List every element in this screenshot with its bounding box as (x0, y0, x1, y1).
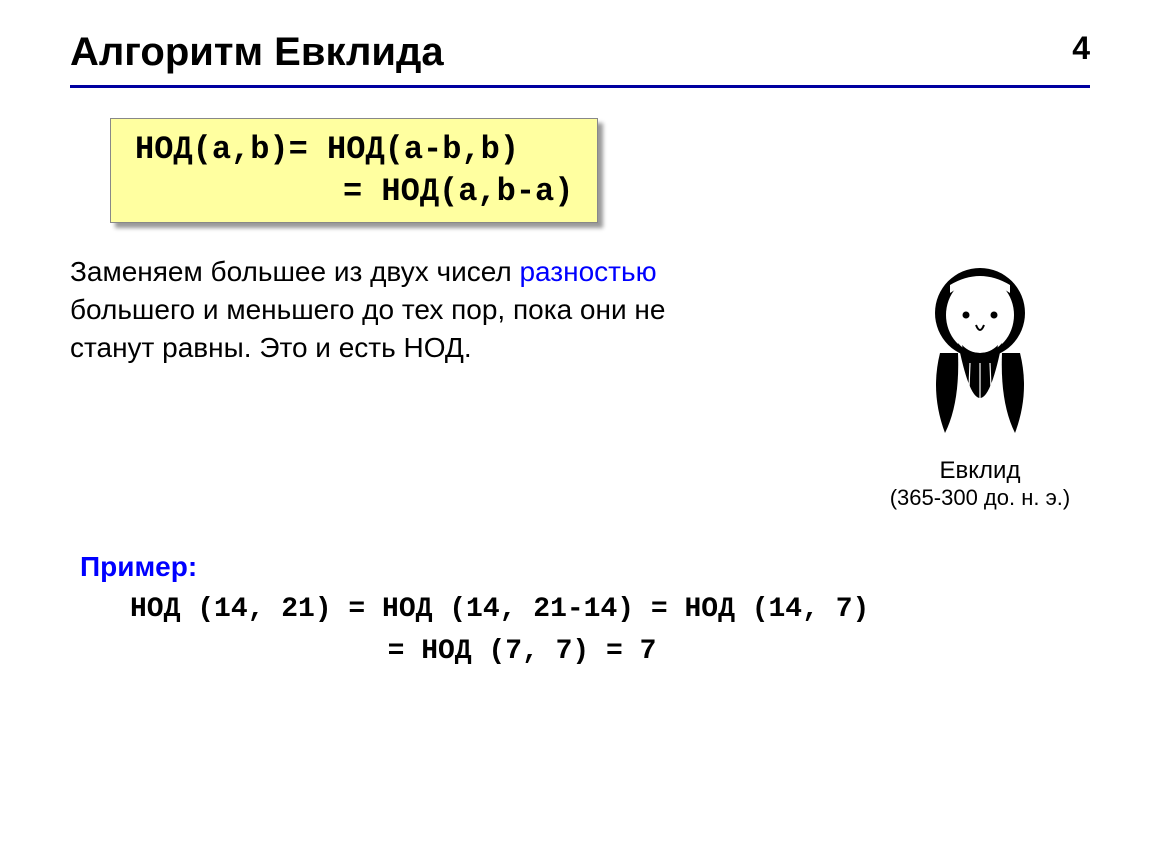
body-row: Заменяем большее из двух чисел разностью… (70, 253, 1090, 511)
euclid-portrait-icon (890, 253, 1070, 453)
formula-line-1: НОД(a,b)= НОД(a-b,b) (135, 129, 573, 171)
portrait-block: Евклид (365-300 до. н. э.) (870, 253, 1090, 511)
example-line-1: НОД (14, 21) = НОД (14, 21-14) = НОД (14… (130, 589, 1090, 631)
example-label: Пример: (80, 551, 1090, 583)
example-body: НОД (14, 21) = НОД (14, 21-14) = НОД (14… (130, 589, 1090, 673)
title-rule (70, 85, 1090, 88)
body-text: Заменяем большее из двух чисел разностью… (70, 253, 730, 366)
slide: 4 Алгоритм Евклида НОД(a,b)= НОД(a-b,b) … (0, 0, 1150, 864)
formula-box: НОД(a,b)= НОД(a-b,b) = НОД(a,b-a) (110, 118, 598, 223)
slide-title: Алгоритм Евклида (70, 30, 1090, 75)
page-number: 4 (1072, 30, 1090, 67)
body-prefix: Заменяем большее из двух чисел (70, 256, 519, 287)
formula-row: НОД(a,b)= НОД(a-b,b) = НОД(a,b-a) (70, 118, 1090, 223)
example-line-2: = НОД (7, 7) = 7 (130, 631, 1090, 673)
body-suffix: большего и меньшего до тех пор, пока они… (70, 294, 665, 363)
formula-line-2: = НОД(a,b-a) (135, 171, 573, 213)
portrait-name: Евклид (870, 457, 1090, 485)
portrait-dates: (365-300 до. н. э.) (870, 485, 1090, 511)
body-highlight: разностью (519, 256, 656, 287)
